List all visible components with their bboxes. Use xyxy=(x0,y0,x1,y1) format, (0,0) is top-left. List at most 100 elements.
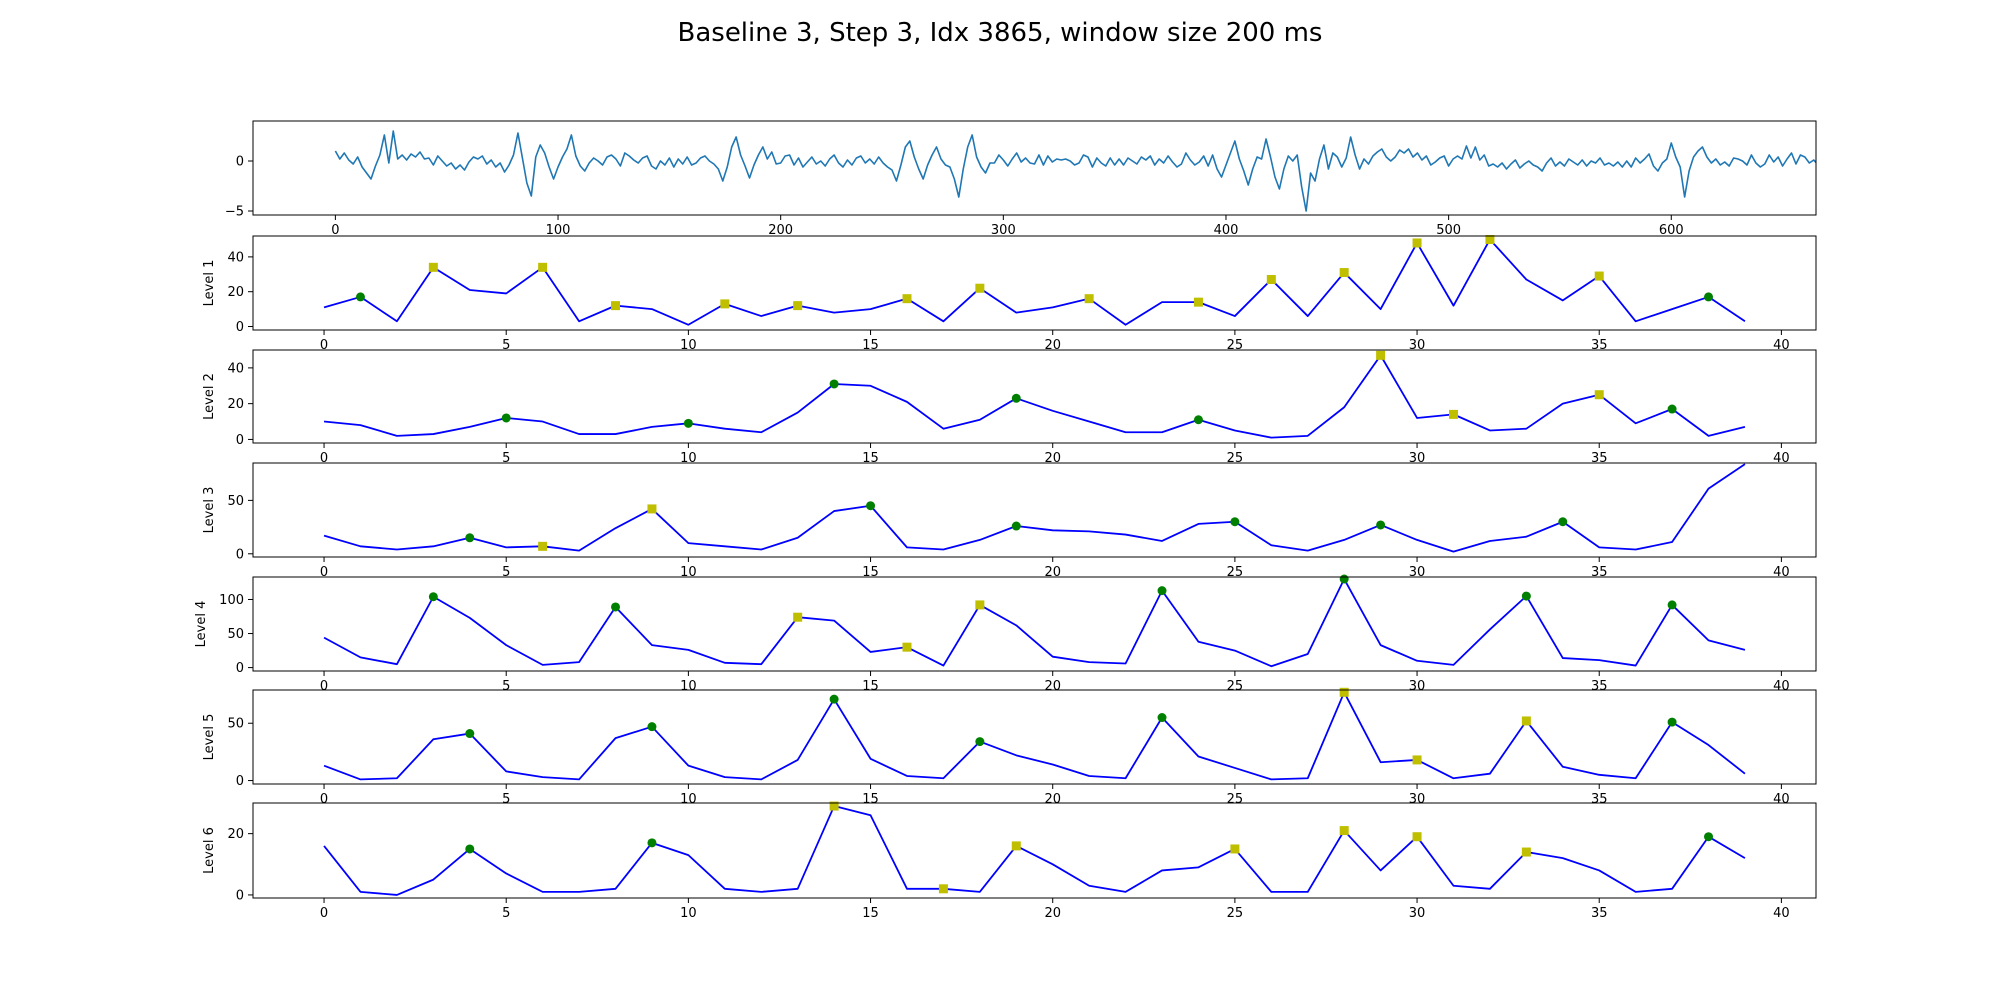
yellow-peak-marker xyxy=(1594,390,1604,400)
y-axis-label: Level 4 xyxy=(194,601,209,648)
green-peak-marker xyxy=(866,501,876,511)
x-tick-label: 30 xyxy=(1409,906,1426,921)
x-tick-label: 10 xyxy=(680,451,697,466)
axes-frame xyxy=(252,235,1817,331)
green-peak-marker xyxy=(1521,591,1531,601)
green-peak-marker xyxy=(1704,832,1714,842)
yellow-peak-marker xyxy=(902,642,912,652)
subplot-0: 0 100 200 300 400 500 600 0 −5 xyxy=(225,120,1817,238)
x-tick-label: 20 xyxy=(1044,338,1061,353)
x-tick-label: 35 xyxy=(1591,679,1608,694)
x-tick-label: 15 xyxy=(862,906,879,921)
axes-frame xyxy=(252,802,1817,899)
x-tick-label: 10 xyxy=(680,792,697,807)
green-peak-marker xyxy=(683,418,693,428)
axes-frame xyxy=(252,576,1817,672)
yellow-peak-marker xyxy=(1448,409,1458,419)
x-tick-label: 40 xyxy=(1773,565,1790,580)
yellow-peak-marker xyxy=(1412,755,1422,765)
green-peak-marker xyxy=(1558,517,1568,527)
y-tick-label: 40 xyxy=(227,250,244,265)
x-tick-label: 10 xyxy=(680,565,697,580)
green-peak-marker xyxy=(1704,292,1714,302)
x-tick-label: 35 xyxy=(1591,906,1608,921)
x-tick-label: 100 xyxy=(546,223,571,238)
yellow-peak-marker xyxy=(1485,234,1495,244)
yellow-peak-marker xyxy=(428,262,438,272)
yellow-peak-marker xyxy=(611,301,621,311)
x-tick-label: 25 xyxy=(1227,792,1244,807)
x-tick-label: 0 xyxy=(320,451,328,466)
yellow-peak-marker xyxy=(538,541,548,551)
axes-frame xyxy=(252,349,1817,444)
y-tick-label: 50 xyxy=(227,627,244,642)
x-tick-label: 30 xyxy=(1409,451,1426,466)
y-tick-label: 50 xyxy=(227,717,244,732)
green-peak-marker xyxy=(1376,520,1386,530)
yellow-peak-marker xyxy=(1339,826,1349,836)
x-tick-label: 300 xyxy=(991,223,1016,238)
yellow-peak-marker xyxy=(1376,350,1386,360)
subplot-4: 0 5 10 15 20 25 30 35 40 0 50 100 Level 4 xyxy=(194,574,1817,694)
x-tick-label: 200 xyxy=(768,223,793,238)
yellow-peak-marker xyxy=(1266,275,1276,285)
level-line xyxy=(323,578,1746,668)
yellow-peak-marker xyxy=(538,262,548,272)
subplot-1: 0 5 10 15 20 25 30 35 40 0 20 40 Level 1 xyxy=(202,234,1817,353)
yellow-peak-marker xyxy=(1339,687,1349,697)
subplot-2: 0 5 10 15 20 25 30 35 40 0 20 40 Level 2 xyxy=(202,349,1817,466)
yellow-peak-marker xyxy=(720,299,730,309)
x-tick-label: 20 xyxy=(1044,906,1061,921)
subplot-6: 0 5 10 15 20 25 30 35 40 0 20 Level 6 xyxy=(202,801,1817,921)
x-tick-label: 5 xyxy=(502,679,510,694)
yellow-peak-marker xyxy=(793,612,803,622)
axes-frame xyxy=(252,462,1817,558)
green-peak-marker xyxy=(1157,713,1167,723)
y-tick-label: 0 xyxy=(236,774,244,789)
level-line xyxy=(323,463,1746,553)
x-tick-label: 500 xyxy=(1436,223,1461,238)
y-tick-label: 0 xyxy=(236,155,244,170)
yellow-peak-marker xyxy=(1412,238,1422,248)
green-peak-marker xyxy=(1667,600,1677,610)
x-tick-label: 0 xyxy=(320,565,328,580)
y-axis-label: Level 2 xyxy=(202,373,217,420)
x-tick-label: 20 xyxy=(1044,565,1061,580)
x-tick-label: 35 xyxy=(1591,792,1608,807)
y-tick-label: 40 xyxy=(227,361,244,376)
x-tick-label: 35 xyxy=(1591,565,1608,580)
green-peak-marker xyxy=(829,694,839,704)
yellow-peak-marker xyxy=(1011,841,1021,851)
y-axis-label: Level 5 xyxy=(202,714,217,761)
y-tick-label: 50 xyxy=(227,494,244,509)
x-tick-label: 15 xyxy=(862,679,879,694)
x-tick-label: 0 xyxy=(331,223,339,238)
x-tick-label: 5 xyxy=(502,565,510,580)
level-line xyxy=(323,805,1746,896)
green-peak-marker xyxy=(1339,574,1349,584)
y-tick-label: 100 xyxy=(219,593,244,608)
yellow-peak-marker xyxy=(1230,844,1240,854)
x-tick-label: 400 xyxy=(1214,223,1239,238)
green-peak-marker xyxy=(355,292,365,302)
x-tick-label: 0 xyxy=(320,792,328,807)
subplot-3: 0 5 10 15 20 25 30 35 40 0 50 Level 3 xyxy=(202,462,1817,580)
y-axis-label: Level 3 xyxy=(202,487,217,534)
green-peak-marker xyxy=(1230,517,1240,527)
y-tick-label: 20 xyxy=(227,397,244,412)
x-tick-label: 40 xyxy=(1773,679,1790,694)
x-tick-label: 15 xyxy=(862,338,879,353)
figure-title: Baseline 3, Step 3, Idx 3865, window siz… xyxy=(678,18,1323,48)
green-peak-marker xyxy=(975,737,985,747)
x-tick-label: 15 xyxy=(862,792,879,807)
x-tick-label: 0 xyxy=(320,338,328,353)
x-tick-label: 0 xyxy=(320,679,328,694)
x-tick-label: 10 xyxy=(680,906,697,921)
x-tick-label: 5 xyxy=(502,451,510,466)
yellow-peak-marker xyxy=(1084,294,1094,304)
green-peak-marker xyxy=(1157,586,1167,596)
green-peak-marker xyxy=(647,838,657,848)
yellow-peak-marker xyxy=(647,504,657,514)
green-peak-marker xyxy=(829,379,839,389)
